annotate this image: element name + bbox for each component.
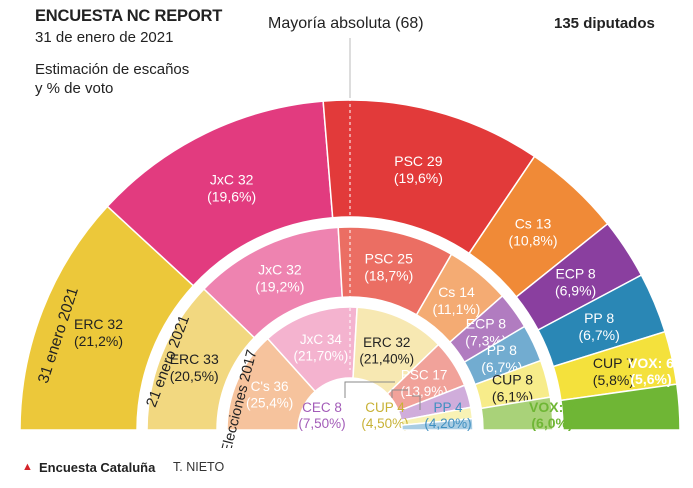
chart-subtitle-line1: Estimación de escaños bbox=[35, 61, 190, 78]
chart-date: 31 de enero de 2021 bbox=[35, 29, 174, 46]
seat-label-elecciones-2017-c-s: C's 36 (25,4%) bbox=[246, 379, 293, 411]
leader-cup-line bbox=[391, 389, 408, 398]
seat-label-31-enero-2021-erc: ERC 32 (21,2%) bbox=[74, 316, 123, 349]
seat-label-31-enero-2021-psc: PSC 29 (19,6%) bbox=[394, 153, 443, 186]
seat-arc-21-enero-2021-vox bbox=[480, 396, 554, 431]
seat-label-31-enero-2021-cs: Cs 13 (10,8%) bbox=[508, 215, 557, 248]
seat-label-31-enero-2021-ecp: ECP 8 (6,9%) bbox=[555, 266, 596, 299]
seat-label-21-enero-2021-ecp: ECP 8 (7,3%) bbox=[465, 315, 506, 348]
seat-label-elecciones-2017-pp: PP 4 (4,20%) bbox=[424, 400, 471, 431]
leader-cec-line bbox=[344, 381, 395, 398]
seat-label-elecciones-2017-cup: CUP 4 (4,50%) bbox=[361, 400, 408, 431]
seat-label-elecciones-2017-cec: CEC 8 (7,50%) bbox=[298, 400, 345, 431]
seat-label-31-enero-2021-cup: CUP 7 (5,8%) bbox=[593, 355, 634, 388]
seat-label-31-enero-2021-jxc: JxC 32 (19,6%) bbox=[207, 171, 256, 204]
seat-arc-elecciones-2017-pp bbox=[400, 417, 474, 431]
source-author: T. NIETO bbox=[173, 460, 225, 474]
seat-label-21-enero-2021-psc: PSC 25 (18,7%) bbox=[364, 251, 413, 284]
seat-label-21-enero-2021-erc: ERC 33 (20,5%) bbox=[170, 351, 219, 384]
majority-label: Mayoría absoluta (68) bbox=[268, 15, 424, 32]
seat-label-elecciones-2017-erc: ERC 32 (21,40%) bbox=[359, 335, 414, 367]
parliament-chart: ERC 32 (21,2%) JxC 32 (19,6%) PSC 29 (19,6%) C… bbox=[19, 38, 681, 448]
chart-title: ENCUESTA NC REPORT bbox=[35, 7, 223, 25]
source-title: Encuesta Cataluña bbox=[39, 460, 156, 475]
triangle-icon: ▲ bbox=[22, 461, 33, 473]
seat-label-21-enero-2021-cs: Cs 14 (11,1%) bbox=[432, 284, 480, 317]
seat-label-21-enero-2021-vox: VOX: 7 (6,0%) bbox=[529, 399, 575, 431]
seat-arc-31-enero-2021-vox bbox=[560, 383, 681, 431]
seat-label-elecciones-2017-psc: PSC 17 (13,9%) bbox=[400, 368, 447, 400]
seat-label-31-enero-2021-pp: PP 8 (6,7%) bbox=[579, 310, 620, 343]
footer: ▲ Encuesta Cataluña T. NIETO bbox=[0, 448, 693, 488]
seat-label-21-enero-2021-cup: CUP 8 (6,1%) bbox=[492, 371, 533, 404]
seat-label-elecciones-2017-jxc: JxC 34 (21,70%) bbox=[293, 332, 348, 364]
total-seats-label: 135 diputados bbox=[554, 15, 655, 32]
seat-label-21-enero-2021-jxc: JxC 32 (19,2%) bbox=[255, 261, 304, 294]
seat-label-31-enero-2021-vox: VOX: 6 (5,6%) bbox=[628, 355, 674, 387]
leader-pp-line bbox=[412, 395, 421, 410]
chart-subtitle-line2: y % de voto bbox=[35, 80, 114, 97]
